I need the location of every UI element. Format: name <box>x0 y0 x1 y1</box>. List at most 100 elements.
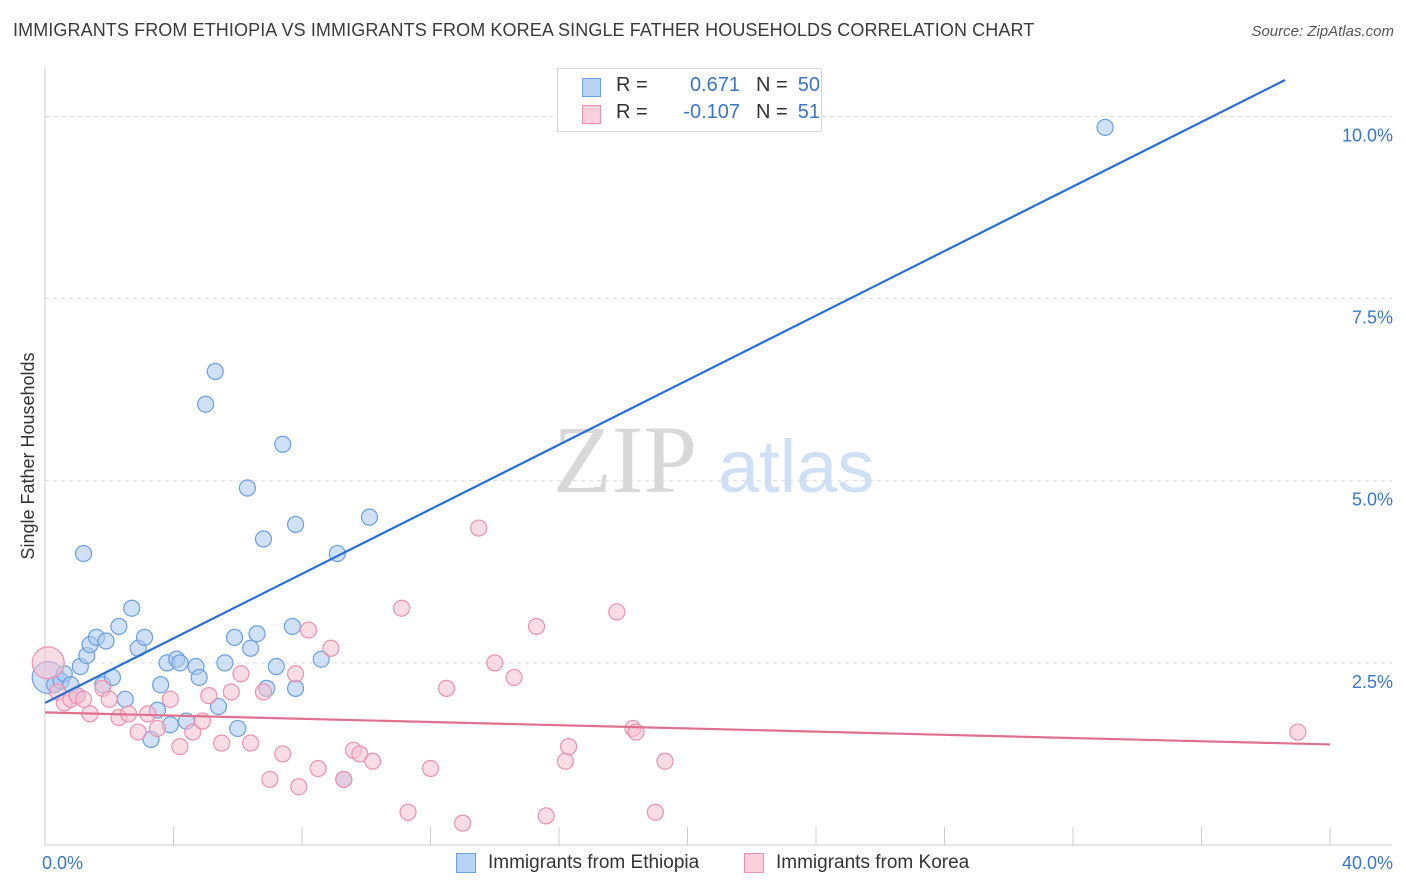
korea-point <box>309 759 327 778</box>
source-label: Source: ZipAtlas.com <box>1251 23 1394 40</box>
korea-point <box>129 723 147 741</box>
korea-point <box>560 738 578 756</box>
korea-point <box>171 738 189 756</box>
ethiopia-point <box>286 679 305 697</box>
korea-point <box>161 690 179 708</box>
y-tick-label: 10.0% <box>1342 125 1393 145</box>
ethiopia-trend-line <box>44 79 1286 704</box>
watermark-zip: ZIP <box>553 406 697 513</box>
x-tick-label: 0.0% <box>42 853 83 873</box>
ethiopia-point <box>209 697 228 716</box>
ethiopia-point <box>123 599 141 617</box>
tick-labels: 2.5% 5.0% 7.5% 10.0% 0.0% 40.0% <box>42 125 1393 873</box>
ethiopia-point <box>360 508 379 526</box>
korea-point <box>470 519 488 537</box>
ethiopia-point <box>229 719 247 738</box>
ethiopia-point <box>190 668 208 687</box>
korea-point <box>184 723 202 741</box>
korea-point <box>100 690 118 708</box>
ethiopia-point <box>283 617 301 636</box>
korea-point <box>290 778 308 796</box>
korea-point <box>351 745 369 763</box>
watermark-atlas: atlas <box>718 425 874 508</box>
legend-swatch-korea <box>582 105 601 124</box>
ethiopia-point <box>97 632 115 650</box>
legend-n-value-korea: 51 <box>797 101 820 123</box>
ethiopia-point <box>242 639 260 657</box>
korea-point <box>392 599 411 617</box>
x-tick-label: 40.0% <box>1342 853 1393 873</box>
korea-point <box>254 683 273 701</box>
ethiopia-point <box>248 625 266 643</box>
korea-point <box>556 752 575 770</box>
ethiopia-point <box>197 395 215 413</box>
ethiopia-point <box>74 544 93 563</box>
bottom-legend-swatch-ethiopia <box>456 853 476 873</box>
korea-point <box>261 770 279 789</box>
ethiopia-point <box>135 628 154 646</box>
korea-point <box>364 752 382 770</box>
ethiopia-point <box>225 628 244 646</box>
ethiopia-point <box>274 435 292 453</box>
y-tick-label: 7.5% <box>1352 308 1393 328</box>
ethiopia-point <box>238 479 256 497</box>
korea-point <box>608 603 626 621</box>
y-tick-label: 5.0% <box>1352 490 1393 510</box>
trend-lines <box>44 79 1331 746</box>
korea-point <box>505 668 523 687</box>
axes <box>44 68 1392 846</box>
ethiopia-point <box>152 676 170 694</box>
ethiopia-point <box>286 515 305 534</box>
ethiopia-point <box>254 530 273 548</box>
ethiopia-point <box>267 657 285 676</box>
ethiopia-point <box>116 690 134 708</box>
correlation-legend: R = 0.671 N = 50 R = -0.107 N = 51 <box>557 68 822 132</box>
y-tick-label: 2.5% <box>1352 672 1393 692</box>
korea-point <box>286 665 305 683</box>
bottom-legend-swatch-korea <box>744 853 764 873</box>
chart-title: IMMIGRANTS FROM ETHIOPIA VS IMMIGRANTS F… <box>13 20 1035 40</box>
legend-r-label: R = <box>616 74 648 96</box>
ethiopia-point <box>216 654 234 672</box>
bottom-legend-label-korea: Immigrants from Korea <box>776 852 970 873</box>
korea-point <box>399 803 417 821</box>
legend-n-value-ethiopia: 50 <box>797 74 820 96</box>
korea-point <box>222 683 240 701</box>
korea-point <box>322 639 340 657</box>
korea-point <box>274 745 292 763</box>
korea-point <box>232 665 250 683</box>
korea-point <box>242 734 260 752</box>
korea-point <box>213 734 231 752</box>
ethiopia-point <box>110 617 128 636</box>
korea-point <box>656 752 674 770</box>
korea-point <box>454 814 472 832</box>
grid-lines <box>45 115 1392 664</box>
korea-point <box>299 621 318 639</box>
korea-point <box>527 617 546 636</box>
data-points <box>31 118 1307 832</box>
y-axis-label: Single Father Households <box>18 352 38 559</box>
korea-point <box>646 803 664 821</box>
korea-point <box>1289 723 1307 741</box>
ethiopia-point <box>312 650 330 668</box>
korea-point <box>200 687 218 705</box>
legend-n-label: N = <box>756 74 788 96</box>
legend-n-label: N = <box>756 101 788 123</box>
ethiopia-point <box>206 362 224 381</box>
legend-r-value-ethiopia: 0.671 <box>689 74 740 96</box>
korea-point <box>74 690 93 708</box>
korea-point <box>335 770 353 789</box>
watermark: ZIP atlas <box>553 406 874 513</box>
legend-r-value-korea: -0.107 <box>683 101 740 123</box>
legend-r-label: R = <box>616 101 648 123</box>
korea-trend-line <box>44 711 1331 746</box>
korea-point <box>437 679 456 697</box>
legend-swatch-ethiopia <box>582 78 601 97</box>
ethiopia-point <box>1096 118 1114 136</box>
ethiopia-point <box>171 654 189 672</box>
korea-point <box>486 654 504 672</box>
korea-point <box>537 807 555 825</box>
korea-point <box>31 646 65 680</box>
korea-point <box>421 759 440 778</box>
